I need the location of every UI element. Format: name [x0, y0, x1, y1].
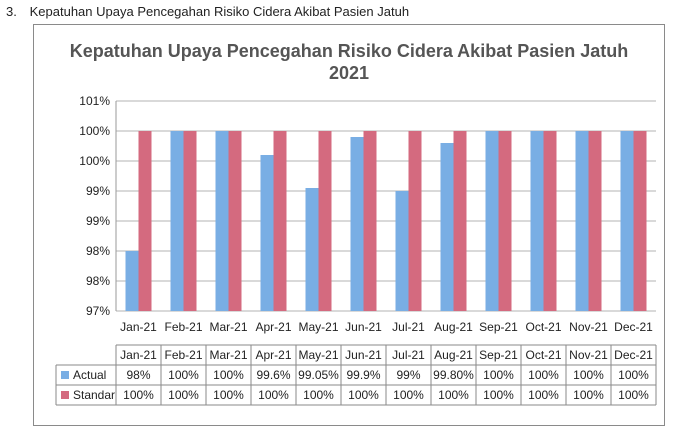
y-tick-label: 100%: [79, 154, 110, 168]
bar-standar: [498, 131, 512, 311]
x-tick-label: Dec-21: [614, 320, 653, 334]
y-tick-label: 98%: [86, 244, 110, 258]
table-value-cell: 100%: [438, 388, 469, 402]
x-tick-label: Mar-21: [209, 320, 247, 334]
legend-label: Actual: [73, 368, 106, 382]
table-value-cell: 100%: [258, 388, 289, 402]
bar-actual: [350, 137, 364, 311]
bar-actual: [440, 143, 454, 311]
x-tick-label: Oct-21: [525, 320, 561, 334]
chart-frame: Kepatuhan Upaya Pencegahan Risiko Cidera…: [33, 24, 665, 426]
bar-standar: [453, 131, 467, 311]
y-tick-label: 98%: [86, 274, 110, 288]
bar-actual: [170, 131, 184, 311]
bar-standar: [363, 131, 377, 311]
bar-standar: [543, 131, 557, 311]
table-value-cell: 100%: [573, 388, 604, 402]
table-header-cell: Aug-21: [434, 348, 473, 362]
bar-actual: [305, 188, 319, 311]
table-value-cell: 100%: [168, 388, 199, 402]
x-tick-label: Jan-21: [120, 320, 157, 334]
chart-subtitle: 2021: [329, 63, 369, 83]
table-value-cell: 99.05%: [298, 368, 339, 382]
table-value-cell: 100%: [573, 368, 604, 382]
table-value-cell: 100%: [168, 368, 199, 382]
x-tick-label: May-21: [298, 320, 338, 334]
bar-actual: [575, 131, 589, 311]
section-heading: 3. Kepatuhan Upaya Pencegahan Risiko Cid…: [6, 4, 409, 19]
y-tick-label: 97%: [86, 304, 110, 318]
table-value-cell: 100%: [213, 388, 244, 402]
chart-title: Kepatuhan Upaya Pencegahan Risiko Cidera…: [70, 41, 629, 61]
table-header-cell: Oct-21: [525, 348, 561, 362]
table-value-cell: 99.80%: [433, 368, 474, 382]
y-tick-label: 99%: [86, 214, 110, 228]
table-value-cell: 100%: [483, 368, 514, 382]
table-header-cell: Dec-21: [614, 348, 653, 362]
table-value-cell: 100%: [528, 368, 559, 382]
table-header-cell: Jul-21: [392, 348, 425, 362]
table-value-cell: 100%: [348, 388, 379, 402]
table-value-cell: 99.9%: [346, 368, 380, 382]
table-header-cell: Mar-21: [209, 348, 247, 362]
bar-actual: [260, 155, 274, 311]
table-header-cell: Jun-21: [345, 348, 382, 362]
y-tick-label: 99%: [86, 184, 110, 198]
bar-standar: [228, 131, 242, 311]
x-tick-label: Jul-21: [392, 320, 425, 334]
section-title: Kepatuhan Upaya Pencegahan Risiko Cidera…: [29, 4, 410, 19]
bar-standar: [183, 131, 197, 311]
table-value-cell: 100%: [528, 388, 559, 402]
table-header-cell: Jan-21: [120, 348, 157, 362]
table-value-cell: 100%: [483, 388, 514, 402]
x-tick-label: Feb-21: [164, 320, 202, 334]
bar-standar: [138, 131, 152, 311]
legend-label: Standar: [73, 388, 115, 402]
table-value-cell: 100%: [618, 368, 649, 382]
bar-actual: [485, 131, 499, 311]
x-tick-label: Nov-21: [569, 320, 608, 334]
x-tick-label: Jun-21: [345, 320, 382, 334]
legend-swatch: [61, 371, 69, 379]
section-number: 3.: [6, 4, 17, 19]
table-value-cell: 100%: [618, 388, 649, 402]
table-header-cell: Nov-21: [569, 348, 608, 362]
table-value-cell: 100%: [393, 388, 424, 402]
bar-actual: [620, 131, 634, 311]
bar-actual: [530, 131, 544, 311]
table-header-cell: Apr-21: [255, 348, 291, 362]
bar-actual: [215, 131, 229, 311]
bar-standar: [318, 131, 332, 311]
table-header-cell: Sep-21: [479, 348, 518, 362]
table-header-cell: May-21: [298, 348, 338, 362]
bar-actual: [395, 191, 409, 311]
x-tick-label: Sep-21: [479, 320, 518, 334]
bar-standar: [408, 131, 422, 311]
x-tick-label: Aug-21: [434, 320, 473, 334]
table-value-cell: 99.6%: [256, 368, 290, 382]
y-tick-label: 101%: [79, 94, 110, 108]
bar-standar: [273, 131, 287, 311]
bar-standar: [633, 131, 647, 311]
bar-standar: [588, 131, 602, 311]
bar-actual: [125, 251, 139, 311]
table-value-cell: 100%: [123, 388, 154, 402]
table-value-cell: 99%: [396, 368, 420, 382]
y-tick-label: 100%: [79, 124, 110, 138]
table-value-cell: 100%: [213, 368, 244, 382]
table-value-cell: 100%: [303, 388, 334, 402]
bar-chart: Kepatuhan Upaya Pencegahan Risiko Cidera…: [55, 41, 657, 406]
table-value-cell: 98%: [126, 368, 150, 382]
legend-swatch: [61, 391, 69, 399]
x-tick-label: Apr-21: [255, 320, 291, 334]
table-header-cell: Feb-21: [164, 348, 202, 362]
